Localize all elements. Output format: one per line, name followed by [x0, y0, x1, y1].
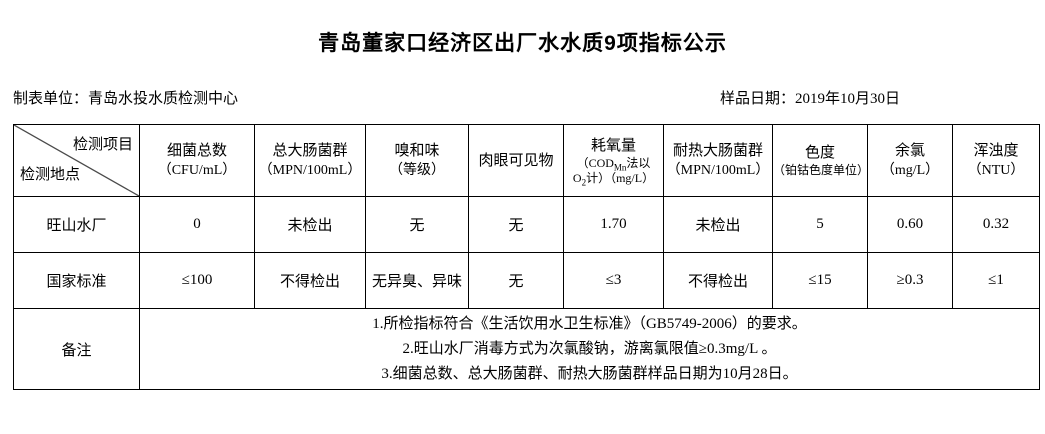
col-header-unit: （NTU）	[967, 163, 1025, 178]
col-header-odor-taste: 嗅和味 （等级）	[365, 124, 469, 197]
meta-row: 制表单位：青岛水投水质检测中心 样品日期：2019年10月30日	[0, 87, 1045, 108]
table-cell: 1.70	[563, 196, 664, 253]
col-header-chromaticity: 色度 （铂钴色度单位）	[772, 124, 868, 197]
col-header-unit: （等级）	[389, 163, 445, 178]
col-header-unit: （MPN/100mL）	[258, 163, 362, 178]
row-label-wangshan-plant: 旺山水厂	[13, 196, 140, 253]
col-header-total-coliform: 总大肠菌群 （MPN/100mL）	[254, 124, 366, 197]
table-cell: 无	[365, 196, 469, 253]
table-cell: 未检出	[663, 196, 773, 253]
unit-text: （COD	[576, 155, 614, 170]
table-cell: 不得检出	[254, 252, 366, 309]
table-cell: 0.60	[867, 196, 953, 253]
table-cell: 0.32	[952, 196, 1040, 253]
col-header-residual-chlorine: 余氯 （mg/L）	[867, 124, 953, 197]
col-header-label: 色度	[804, 145, 835, 161]
unit-text: 法以	[626, 155, 651, 170]
subscript-mn: Mn	[613, 161, 627, 172]
table-cell: 无	[468, 196, 564, 253]
table-cell: ≥0.3	[867, 252, 953, 309]
corner-label-items: 检测项目	[72, 137, 133, 153]
remark-line: 2.旺山水厂消毒方式为次氯酸钠，游离氯限值≥0.3mg/L 。	[402, 340, 777, 357]
col-header-visible-matter: 肉眼可见物	[468, 124, 564, 197]
col-header-label: 总大肠菌群	[272, 143, 348, 159]
col-header-label: 嗅和味	[394, 143, 440, 159]
table-cell: 未检出	[254, 196, 366, 253]
col-header-total-bacteria: 细菌总数 （CFU/mL）	[139, 124, 255, 197]
remark-line: 1.所检指标符合《生活饮用水卫生标准》（GB5749-2006）的要求。	[372, 315, 807, 332]
corner-label-sites: 检测地点	[20, 167, 81, 183]
col-header-unit: （mg/L）	[880, 163, 940, 178]
remark-line: 3.细菌总数、总大肠菌群、耐热大肠菌群样品日期为10月28日。	[381, 365, 798, 382]
col-header-unit: （CFU/mL）	[157, 163, 237, 178]
remarks-cell: 1.所检指标符合《生活饮用水卫生标准》（GB5749-2006）的要求。 2.旺…	[139, 308, 1040, 390]
prepared-by-text: 制表单位：青岛水投水质检测中心	[13, 91, 239, 107]
unit-text: 计）（mg/L）	[586, 170, 655, 185]
col-header-turbidity: 浑浊度 （NTU）	[952, 124, 1040, 197]
col-header-label: 细菌总数	[166, 143, 227, 159]
page-title: 青岛董家口经济区出厂水水质9项指标公示	[318, 32, 727, 55]
diagonal-line	[14, 125, 139, 196]
col-header-unit: （CODMn法以	[565, 155, 663, 172]
col-header-label: 浑浊度	[973, 143, 1019, 159]
table-cell: 0	[139, 196, 255, 253]
col-header-thermotolerant-coliform: 耐热大肠菌群 （MPN/100mL）	[663, 124, 773, 197]
row-label-national-standard: 国家标准	[13, 252, 140, 309]
water-quality-table: 检测项目 检测地点 细菌总数 （CFU/mL） 总大肠菌群 （MPN/100mL…	[13, 124, 1040, 390]
col-header-oxygen-consumption: 耗氧量 （CODMn法以 O2计）（mg/L）	[563, 124, 664, 197]
table-cell: ≤15	[772, 252, 868, 309]
col-header-unit: （铂钴色度单位）	[773, 163, 868, 177]
header-row: 检测项目 检测地点 细菌总数 （CFU/mL） 总大肠菌群 （MPN/100mL…	[13, 124, 1040, 197]
subscript-2: 2	[581, 176, 587, 187]
table-cell: ≤1	[952, 252, 1040, 309]
unit-text: O	[572, 170, 582, 185]
table-cell: ≤3	[563, 252, 664, 309]
table-row-remarks: 备注 1.所检指标符合《生活饮用水卫生标准》（GB5749-2006）的要求。 …	[13, 308, 1040, 390]
table-cell: ≤100	[139, 252, 255, 309]
table-cell: 无异臭、异味	[365, 252, 469, 309]
col-header-unit: O2计）（mg/L）	[565, 170, 663, 187]
corner-cell: 检测项目 检测地点	[13, 124, 140, 197]
table-cell: 无	[468, 252, 564, 309]
table-row-wangshan-plant: 旺山水厂 0 未检出 无 无 1.70 未检出 5 0.60 0.32	[13, 196, 1040, 253]
col-header-label: 余氯	[894, 143, 925, 159]
col-header-unit: （MPN/100mL）	[666, 163, 770, 178]
table-cell: 不得检出	[663, 252, 773, 309]
col-header-label: 耐热大肠菌群	[672, 143, 763, 159]
col-header-label: 肉眼可见物	[478, 152, 554, 169]
col-header-label: 耗氧量	[590, 137, 636, 154]
sample-date-text: 样品日期：2019年10月30日	[719, 91, 900, 107]
table-cell: 5	[772, 196, 868, 253]
page: { "page": { "title": "青岛董家口经济区出厂水水质9项指标公…	[0, 27, 1045, 434]
remarks-label: 备注	[13, 308, 140, 390]
table-row-national-standard: 国家标准 ≤100 不得检出 无异臭、异味 无 ≤3 不得检出 ≤15 ≥0.3…	[13, 252, 1040, 309]
